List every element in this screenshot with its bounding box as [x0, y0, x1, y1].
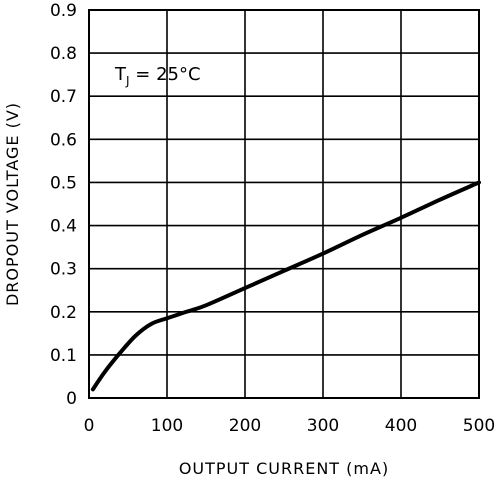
y-tick-label: 0: [66, 389, 77, 409]
y-tick-label: 0.8: [50, 44, 77, 64]
y-tick-label: 0.7: [50, 87, 77, 107]
x-axis-title: OUTPUT CURRENT (mA): [179, 459, 389, 478]
y-tick-label: 0.5: [50, 173, 77, 193]
y-tick-label: 0.6: [50, 130, 77, 150]
x-tick-label: 200: [229, 416, 261, 436]
y-axis-title: DROPOUT VOLTAGE (V): [3, 102, 22, 306]
x-tick-label: 400: [385, 416, 417, 436]
y-tick-label: 0.2: [50, 303, 77, 323]
y-tick-label: 0.4: [50, 217, 77, 237]
x-tick-label: 500: [463, 416, 495, 436]
x-tick-label: 0: [84, 416, 95, 436]
y-tick-label: 0.9: [50, 1, 77, 21]
annotation-rest: = 25°C: [130, 64, 201, 85]
y-tick-label: 0.3: [50, 260, 77, 280]
temperature-annotation: TJ = 25°C: [114, 64, 201, 88]
x-tick-label: 300: [307, 416, 339, 436]
annotation-main: T: [114, 64, 127, 85]
annotation-subscript: J: [125, 74, 130, 88]
y-tick-label: 0.1: [50, 346, 77, 366]
x-tick-labels: 0 100 200 300 400 500: [84, 416, 496, 436]
dropout-voltage-curve: [90, 180, 481, 392]
plot-frame: [88, 9, 480, 399]
x-tick-label: 100: [151, 416, 183, 436]
y-tick-labels: 0 0.1 0.2 0.3 0.4 0.5 0.6 0.7 0.8 0.9: [50, 1, 77, 409]
